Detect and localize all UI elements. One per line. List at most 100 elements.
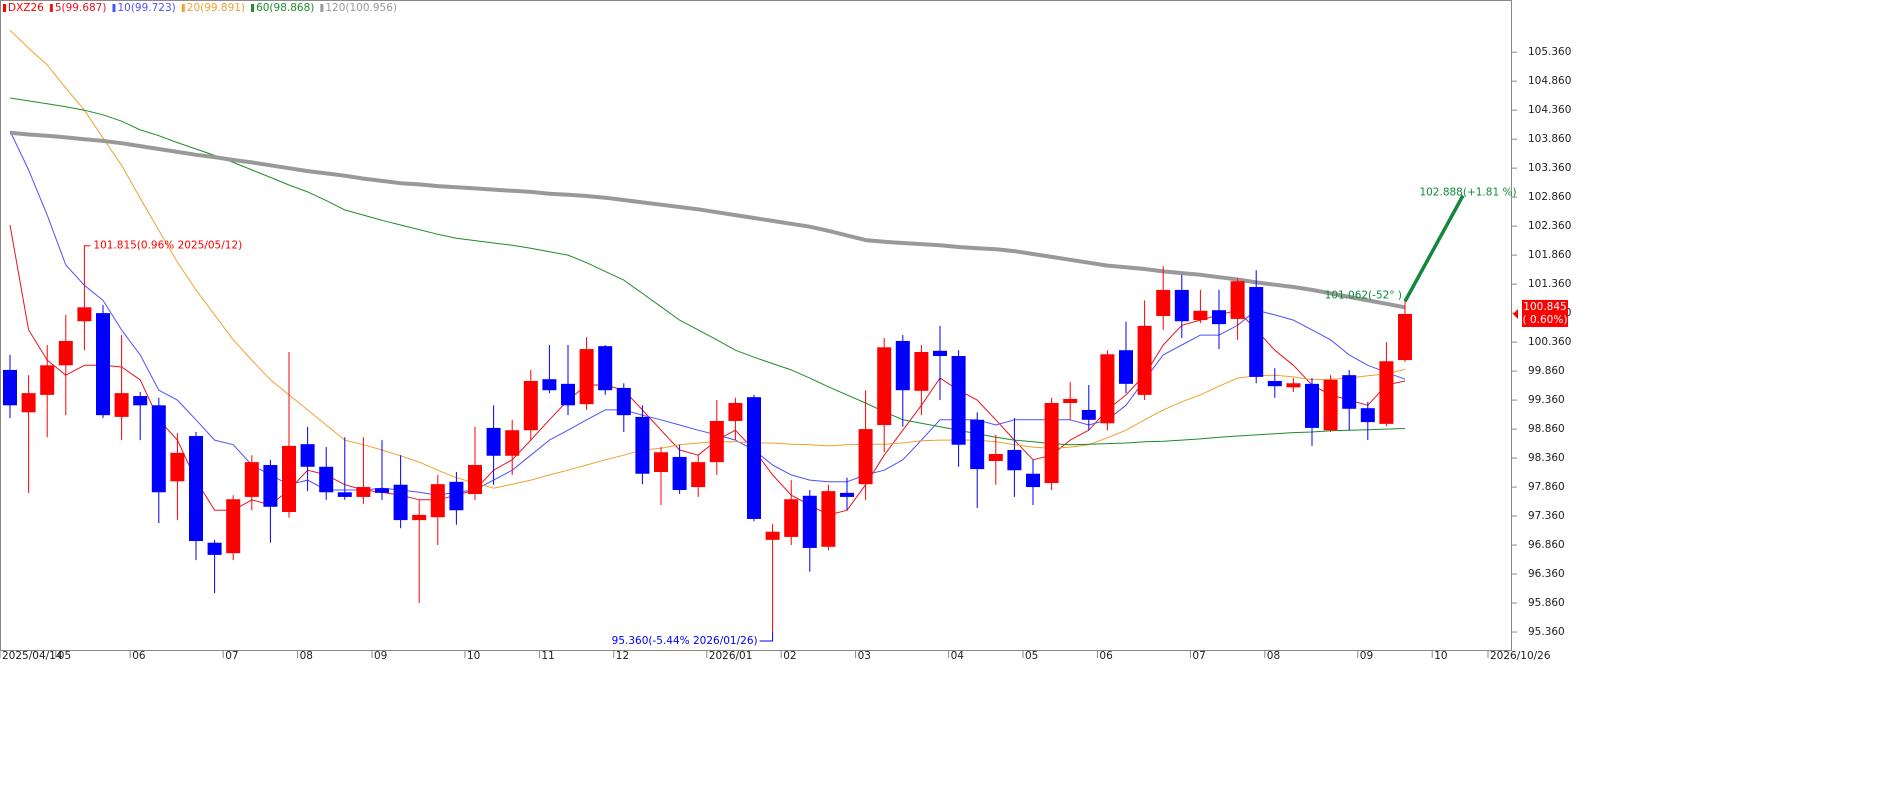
- candle-body: [40, 365, 55, 395]
- candle-body: [1156, 289, 1171, 317]
- x-tick-label: 04: [951, 650, 965, 662]
- candle-body: [430, 484, 445, 518]
- x-tick-label: 11: [541, 650, 554, 662]
- candle-body: [523, 380, 538, 431]
- trend-start-label: 101.062(-52° ): [1325, 289, 1402, 301]
- annotation: 95.360(-5.44% 2026/01/26): [612, 635, 758, 647]
- candle-body: [114, 393, 129, 417]
- plot-frame: [0, 0, 1512, 651]
- y-tick-label: 98.860: [1528, 423, 1565, 435]
- legend-label: 20(99.891): [187, 2, 245, 14]
- x-tick-label: 10: [1434, 650, 1447, 662]
- legend-label: 5(99.687): [55, 2, 107, 14]
- x-tick-label: 09: [374, 650, 387, 662]
- y-tick-label: 98.360: [1528, 452, 1565, 464]
- candle-body: [747, 397, 761, 519]
- x-tick-label: 12: [616, 650, 629, 662]
- x-tick-label: 05: [1025, 650, 1038, 662]
- y-tick-label: 100.360: [1528, 336, 1571, 348]
- candle-body: [337, 492, 352, 497]
- x-tick-label: 08: [300, 650, 313, 662]
- candle-body: [1360, 408, 1375, 423]
- price-pointer: [1513, 308, 1518, 319]
- trend-line: [1403, 194, 1465, 303]
- candle-body: [840, 492, 854, 497]
- candle-body: [821, 491, 836, 547]
- candle-body: [1044, 402, 1059, 484]
- candle-body: [1007, 449, 1022, 471]
- candle-body: [933, 350, 947, 357]
- y-tick-label: 101.860: [1528, 249, 1571, 261]
- y-tick-label: 95.860: [1528, 597, 1565, 609]
- candle-body: [1249, 287, 1264, 377]
- candle-body: [1286, 383, 1301, 388]
- price-change: ( 0.60%): [1523, 314, 1568, 326]
- y-tick-label: 101.360: [1528, 278, 1571, 290]
- ma-line: [9, 130, 1406, 496]
- legend-swatch: [320, 4, 324, 12]
- candle-body: [654, 452, 668, 472]
- candle-body: [988, 454, 1003, 461]
- candle-body: [895, 340, 910, 391]
- x-tick-label: 06: [1099, 650, 1113, 662]
- trend-end-label: 102.888(+1.81 %): [1419, 187, 1516, 199]
- candle-body: [356, 487, 371, 497]
- candle-body: [58, 340, 73, 366]
- candle-body: [207, 542, 222, 555]
- y-tick-label: 99.860: [1528, 365, 1565, 377]
- candle-body: [877, 347, 892, 426]
- candle-body: [765, 531, 780, 540]
- legend-swatch: [181, 4, 185, 12]
- x-tick-label: 07: [225, 650, 238, 662]
- candle-body: [3, 369, 17, 406]
- candle-body: [96, 313, 110, 416]
- legend-swatch: [49, 4, 53, 12]
- candle-body: [77, 307, 92, 322]
- x-tick-label: 2026/10/26: [1490, 650, 1551, 662]
- candle-body: [691, 462, 706, 488]
- candle-body: [263, 465, 278, 507]
- y-tick-label: 105.360: [1528, 46, 1571, 58]
- candle-body: [1379, 361, 1394, 424]
- candle-body: [1230, 281, 1245, 319]
- candle-body: [244, 462, 259, 497]
- y-tick-label: 95.360: [1528, 626, 1565, 638]
- candle-body: [393, 484, 408, 521]
- candle-body: [1119, 350, 1133, 384]
- candle-body: [449, 481, 464, 511]
- y-tick-label: 104.360: [1528, 104, 1571, 116]
- x-tick-label: 03: [858, 650, 871, 662]
- candle-body: [1267, 380, 1282, 387]
- x-tick-label: 09: [1360, 650, 1373, 662]
- y-tick-label: 103.860: [1528, 133, 1571, 145]
- candle-body: [672, 456, 687, 490]
- candle-body: [319, 466, 334, 493]
- x-tick-label: 06: [132, 650, 146, 662]
- y-tick-label: 99.360: [1528, 394, 1565, 406]
- candle-body: [728, 402, 743, 421]
- price-box: [1522, 299, 1568, 327]
- candle-body: [1100, 354, 1115, 424]
- candle-body: [151, 405, 166, 493]
- y-tick-label: 97.360: [1528, 510, 1565, 522]
- y-tick-label: 104.860: [1528, 75, 1571, 87]
- legend-swatch: [112, 4, 116, 12]
- candle-body: [133, 396, 148, 406]
- legend-swatch: [251, 4, 255, 12]
- candle-body: [616, 387, 631, 416]
- candle-body: [300, 444, 315, 467]
- ma-line: [9, 29, 1406, 489]
- candle-body: [561, 383, 575, 406]
- candle-body: [1323, 379, 1338, 431]
- x-tick-label: 02: [783, 650, 796, 662]
- candle-body: [375, 488, 389, 493]
- x-tick-label: 07: [1192, 650, 1205, 662]
- candle-body: [1026, 473, 1040, 488]
- annotation: 101.815(0.96% 2025/05/12): [93, 240, 242, 252]
- ma-line: [9, 224, 1406, 516]
- candle-body: [412, 514, 427, 521]
- candle-body: [1342, 375, 1357, 409]
- ma-line: [9, 130, 1406, 310]
